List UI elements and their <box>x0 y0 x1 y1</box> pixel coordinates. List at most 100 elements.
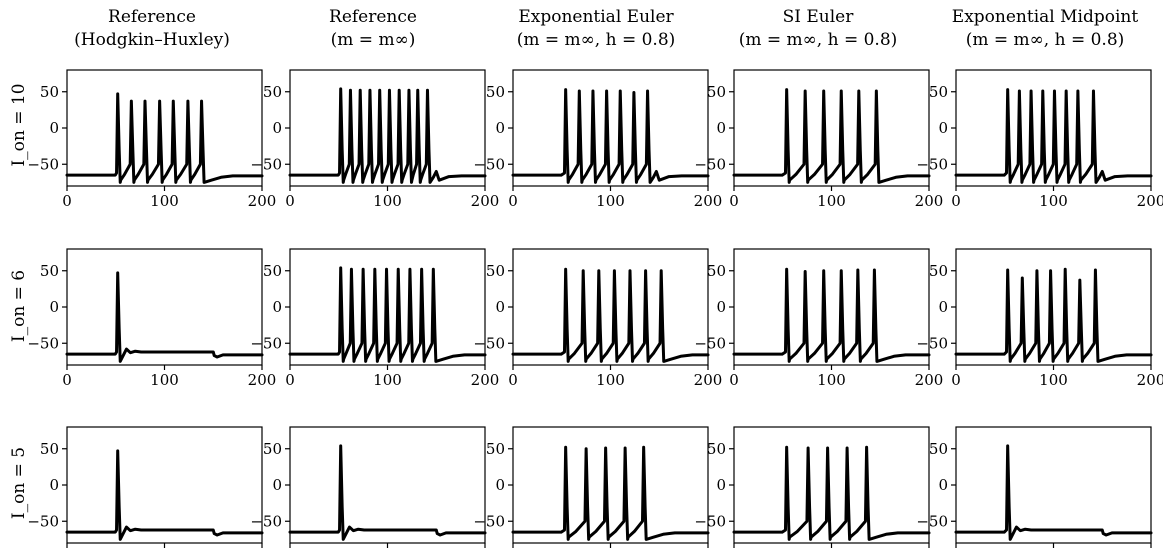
column-title-2-line-1: Reference <box>329 7 417 27</box>
voltage-trace <box>954 444 1153 541</box>
y-tick-label: −50 <box>27 512 59 530</box>
y-tick-label: 0 <box>495 119 505 137</box>
y-tick-label: 50 <box>263 83 282 101</box>
x-tick-label: 100 <box>150 192 179 210</box>
x-tick-label: 100 <box>596 192 625 210</box>
y-tick-label: 50 <box>929 83 948 101</box>
y-tick-label: 50 <box>707 262 726 280</box>
y-tick-label: 50 <box>486 262 505 280</box>
voltage-trace <box>954 88 1153 184</box>
panel-r1-c2: 0 100 200 50 0 −50 <box>250 69 500 210</box>
y-tick-label: 0 <box>938 298 948 316</box>
y-tick-label: −50 <box>473 512 505 530</box>
panel-r1-c4: 0 100 200 50 0 −50 <box>694 69 944 210</box>
y-tick-label: 0 <box>272 298 282 316</box>
voltage-trace <box>954 267 1153 363</box>
x-tick-label: 0 <box>62 371 72 389</box>
y-tick-label: 0 <box>49 298 59 316</box>
x-tick-label: 0 <box>62 192 72 210</box>
x-tick-label: 100 <box>1039 371 1068 389</box>
voltage-trace <box>732 267 931 363</box>
voltage-trace <box>65 271 264 363</box>
x-tick-label: 200 <box>1137 371 1163 389</box>
voltage-trace <box>732 445 931 541</box>
x-tick-label: 100 <box>596 371 625 389</box>
panel-r2-c3: 0 100 200 50 0 −50 <box>473 248 723 389</box>
x-tick-label: 0 <box>508 192 518 210</box>
panel-frame <box>66 426 263 544</box>
voltage-trace <box>288 266 487 363</box>
y-tick-label: 0 <box>716 298 726 316</box>
y-tick-label: 50 <box>263 440 282 458</box>
x-tick-label: 200 <box>471 192 500 210</box>
panel-r1-c1: 0 100 200 50 0 −50 <box>27 69 276 210</box>
panel-r2-c2: 0 100 200 50 0 −50 <box>250 248 500 389</box>
x-tick-label: 0 <box>729 371 739 389</box>
y-tick-label: −50 <box>694 334 726 352</box>
x-tick-label: 100 <box>1039 192 1068 210</box>
y-tick-label: 0 <box>272 119 282 137</box>
panel-frame <box>733 248 930 366</box>
row-label-3: I_on = 5 <box>9 447 29 519</box>
y-tick-label: 0 <box>495 476 505 494</box>
panel-frame <box>733 69 930 187</box>
panel-frame <box>512 69 709 187</box>
y-tick-label: −50 <box>916 334 948 352</box>
row-labels: I_on = 10 I_on = 6 I_on = 5 <box>9 83 29 519</box>
voltage-trace <box>511 445 710 541</box>
x-tick-label: 200 <box>915 371 944 389</box>
column-title-1-line-2: (Hodgkin–Huxley) <box>74 30 230 50</box>
y-tick-label: −50 <box>27 334 59 352</box>
x-tick-label: 200 <box>471 371 500 389</box>
y-tick-label: 50 <box>40 440 59 458</box>
panel-r1-c3: 0 100 200 50 0 −50 <box>473 69 722 210</box>
x-tick-label: 0 <box>951 192 961 210</box>
x-tick-label: 200 <box>915 192 944 210</box>
column-title-1-line-1: Reference <box>108 7 196 27</box>
column-title-2-line-2: (m = m∞) <box>331 30 416 50</box>
y-tick-label: 50 <box>486 440 505 458</box>
y-tick-label: 50 <box>40 83 59 101</box>
y-tick-label: 50 <box>707 440 726 458</box>
panel-grid: 0 100 200 50 0 −50 0 100 200 50 0 −50 0 100 200 50 0 −50 0… <box>27 69 1163 550</box>
y-tick-label: −50 <box>250 512 282 530</box>
panel-frame <box>66 69 263 187</box>
panel-r2-c5: 0 100 200 50 0 −50 <box>916 248 1163 389</box>
column-title-5-line-2: (m = m∞, h = 0.8) <box>966 30 1125 50</box>
column-titles: Reference (Hodgkin–Huxley) Reference (m … <box>74 7 1138 50</box>
y-tick-label: −50 <box>250 334 282 352</box>
column-title-4-line-2: (m = m∞, h = 0.8) <box>739 30 898 50</box>
y-tick-label: 50 <box>40 262 59 280</box>
y-tick-label: −50 <box>694 512 726 530</box>
x-tick-label: 0 <box>729 192 739 210</box>
y-tick-label: 0 <box>272 476 282 494</box>
x-tick-label: 100 <box>817 371 846 389</box>
panel-frame <box>733 426 930 544</box>
y-tick-label: −50 <box>250 155 282 173</box>
y-tick-label: −50 <box>27 155 59 173</box>
voltage-trace <box>288 444 487 541</box>
x-tick-label: 200 <box>694 371 723 389</box>
panel-frame <box>289 426 486 544</box>
row-label-2: I_on = 6 <box>9 270 29 342</box>
y-tick-label: −50 <box>473 334 505 352</box>
voltage-trace <box>288 87 487 184</box>
column-title-3-line-1: Exponential Euler <box>518 7 674 27</box>
y-tick-label: −50 <box>694 155 726 173</box>
x-tick-label: 100 <box>373 371 402 389</box>
panel-frame <box>955 426 1152 544</box>
y-tick-label: 0 <box>938 119 948 137</box>
x-tick-label: 0 <box>508 371 518 389</box>
y-tick-label: 0 <box>716 476 726 494</box>
y-tick-label: 50 <box>929 262 948 280</box>
panel-frame <box>66 248 263 366</box>
y-tick-label: −50 <box>916 155 948 173</box>
voltage-trace <box>732 88 931 184</box>
x-tick-label: 100 <box>373 192 402 210</box>
y-tick-label: 50 <box>486 83 505 101</box>
column-title-5-line-1: Exponential Midpoint <box>952 7 1139 27</box>
